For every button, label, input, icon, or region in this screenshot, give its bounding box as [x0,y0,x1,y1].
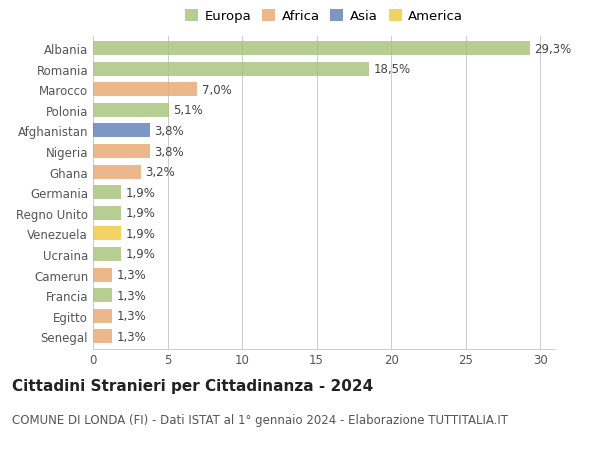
Bar [93,247,121,261]
Bar [93,227,121,241]
Text: 1,9%: 1,9% [126,207,155,220]
Bar [93,186,121,200]
Text: 7,0%: 7,0% [202,84,232,96]
Bar [93,165,140,179]
Text: 1,3%: 1,3% [117,330,146,343]
Bar [93,104,169,118]
Bar [93,145,149,159]
Text: 3,8%: 3,8% [154,125,184,138]
Bar [93,288,112,302]
Bar [93,83,197,97]
Text: 1,3%: 1,3% [117,289,146,302]
Text: 1,9%: 1,9% [126,248,155,261]
Bar [93,42,530,56]
Text: 1,3%: 1,3% [117,309,146,323]
Bar [93,309,112,323]
Text: Cittadini Stranieri per Cittadinanza - 2024: Cittadini Stranieri per Cittadinanza - 2… [12,379,373,394]
Bar [93,62,369,77]
Bar [93,268,112,282]
Bar [93,124,149,138]
Text: 1,9%: 1,9% [126,186,155,199]
Text: 1,3%: 1,3% [117,269,146,281]
Bar [93,207,121,220]
Legend: Europa, Africa, Asia, America: Europa, Africa, Asia, America [182,7,466,26]
Text: 29,3%: 29,3% [534,43,571,56]
Bar [93,330,112,343]
Text: 1,9%: 1,9% [126,227,155,241]
Text: 3,2%: 3,2% [145,166,175,179]
Text: 5,1%: 5,1% [173,104,203,117]
Text: 3,8%: 3,8% [154,145,184,158]
Text: 18,5%: 18,5% [373,63,410,76]
Text: COMUNE DI LONDA (FI) - Dati ISTAT al 1° gennaio 2024 - Elaborazione TUTTITALIA.I: COMUNE DI LONDA (FI) - Dati ISTAT al 1° … [12,413,508,426]
